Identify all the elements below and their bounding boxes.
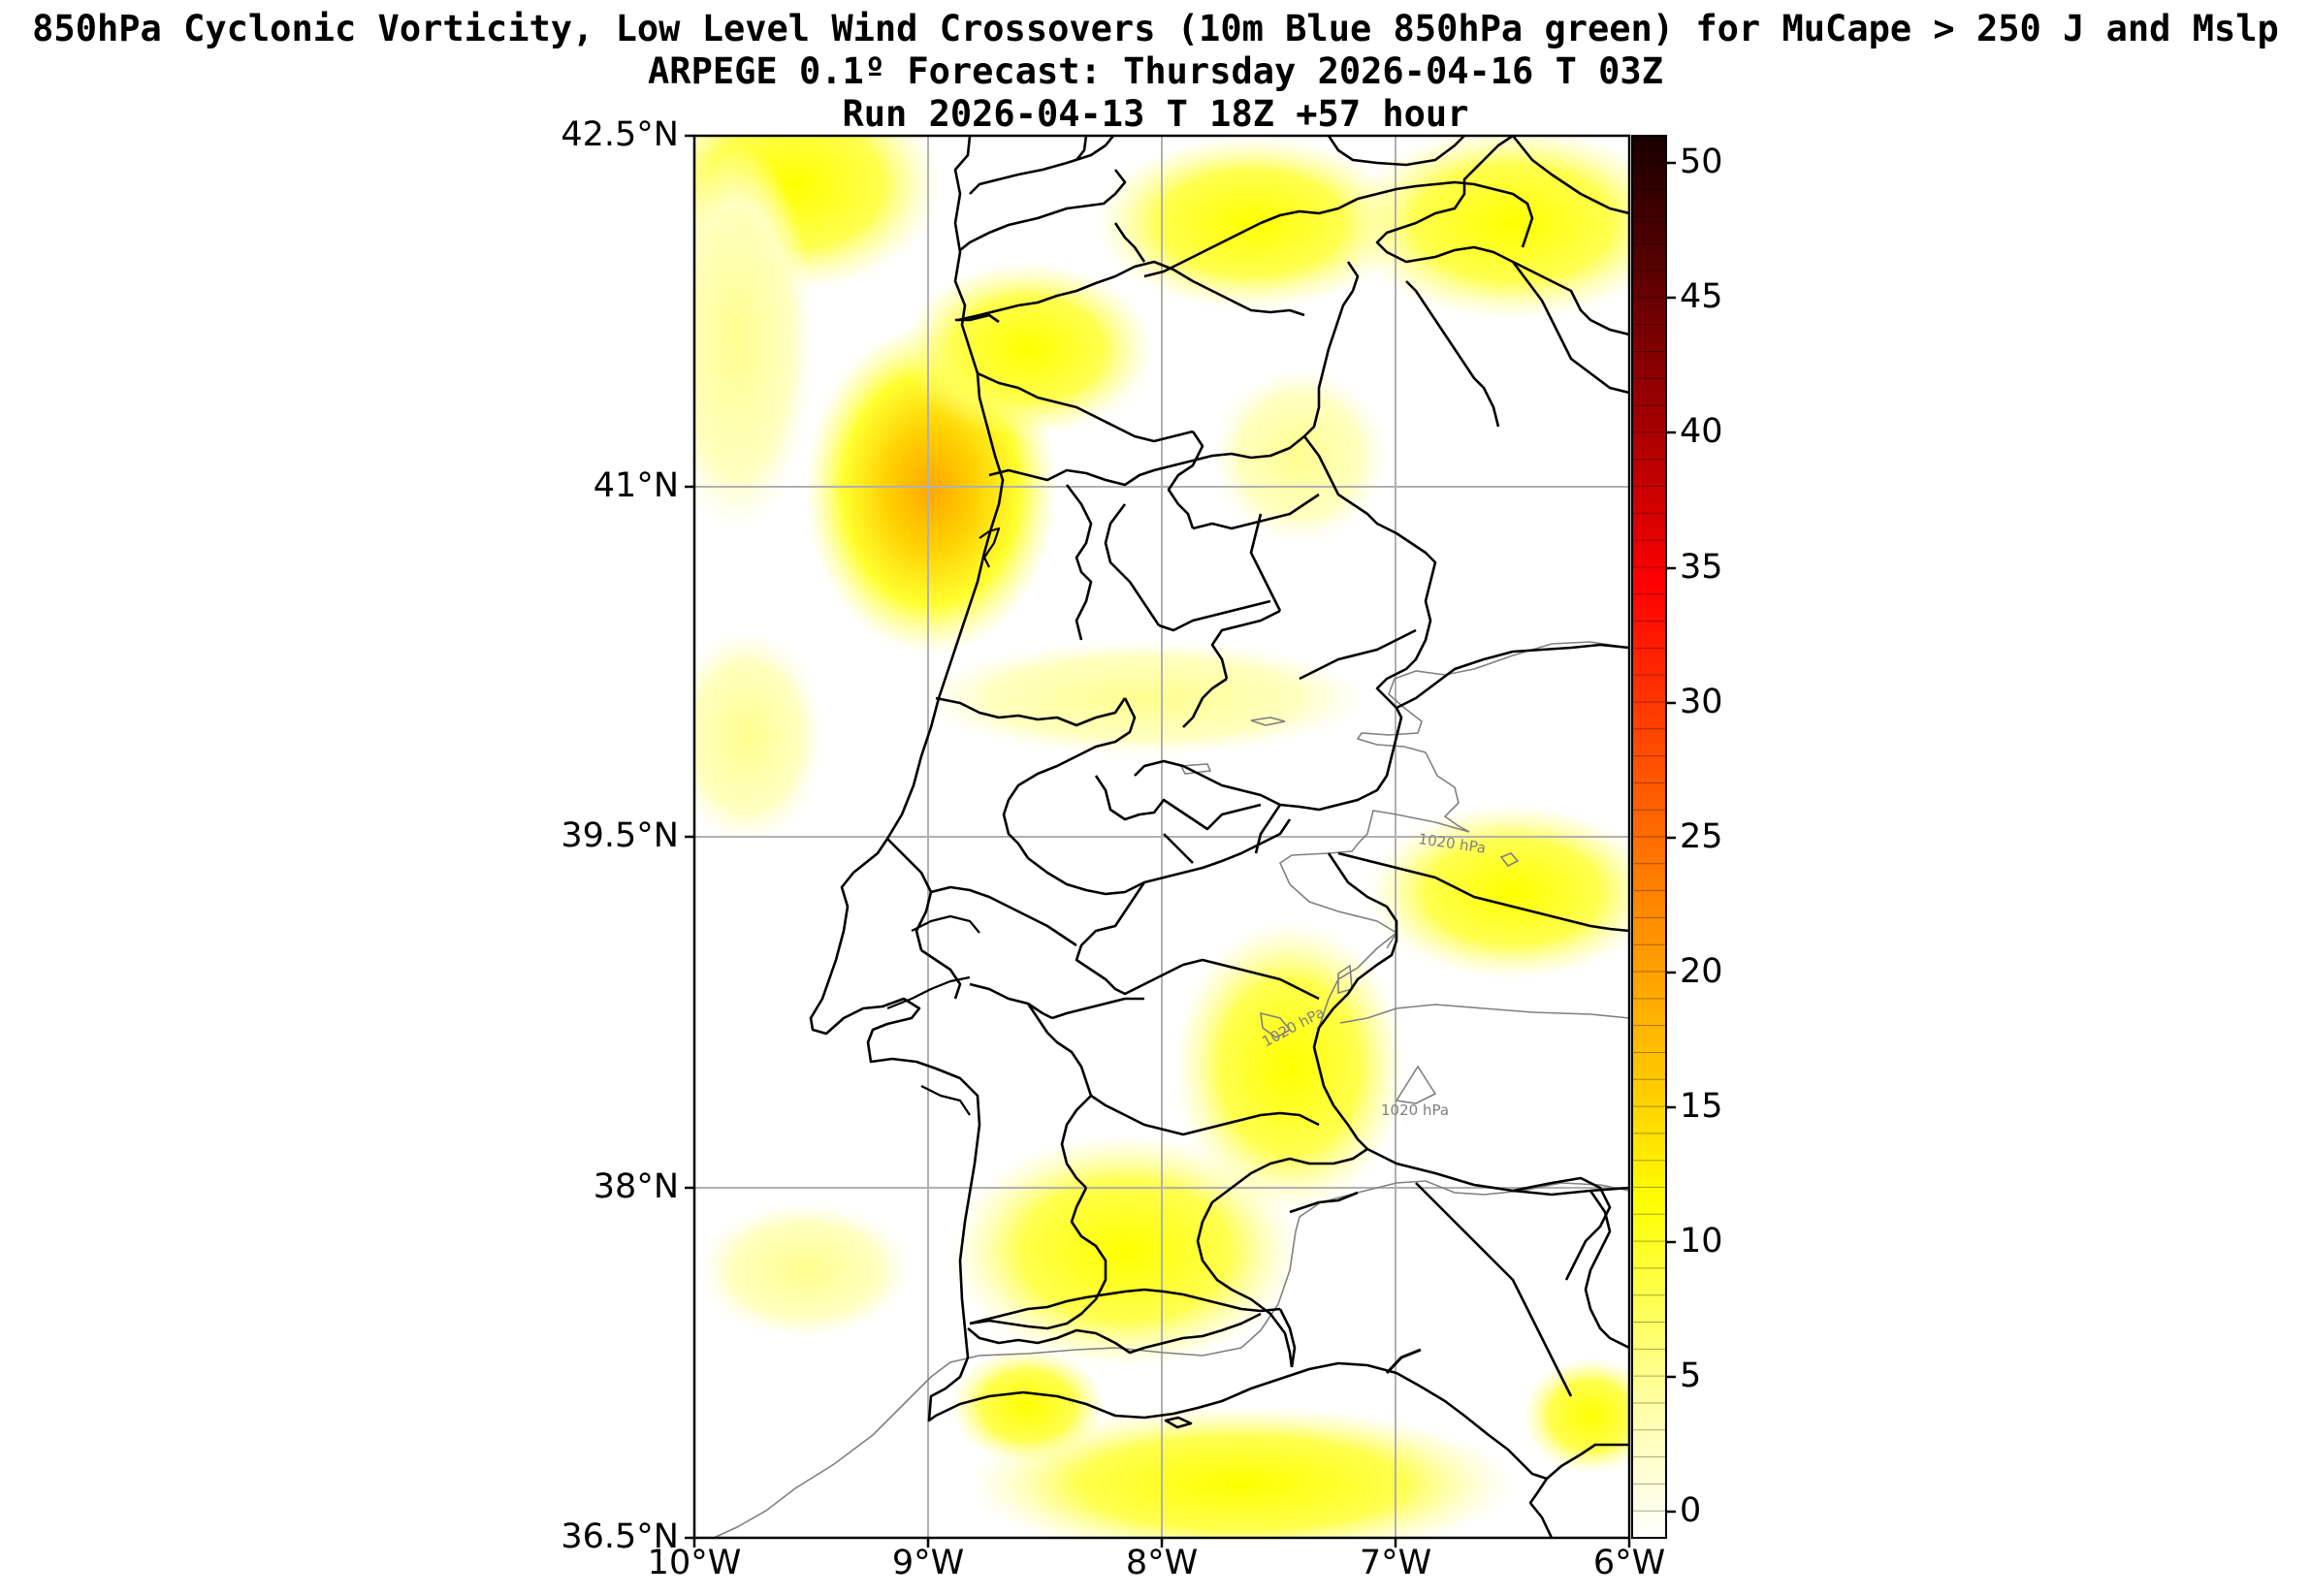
field-patch-east xyxy=(1367,805,1629,979)
field-patch-algarve-w xyxy=(950,1348,1106,1464)
field-patch-west xyxy=(694,145,815,533)
field-patch-center xyxy=(921,640,1367,756)
field-patch-ne xyxy=(1348,136,1629,320)
map-title-line-3: Run 2026-04-13 T 18Z +57 hour xyxy=(842,93,1469,135)
lat-label-41: 41°N xyxy=(593,466,679,505)
isobar-label-3: 1020 hPa xyxy=(1381,1101,1449,1119)
map-title-line-1: 850hPa Cyclonic Vorticity, Low Level Win… xyxy=(32,8,2279,49)
colorbar-tick-40: 40 xyxy=(1680,412,1723,451)
colorbar-tick-15: 15 xyxy=(1680,1087,1723,1126)
axis-ticks xyxy=(685,134,1631,1548)
lat-label-39-5: 39.5°N xyxy=(561,816,679,855)
field-patch-algarve-sea xyxy=(970,1406,1513,1538)
gridlines xyxy=(694,136,1629,1538)
colorbar xyxy=(1631,135,1676,1539)
colorbar-ticks xyxy=(1666,161,1676,1514)
lon-label-9w: 9°W xyxy=(891,1544,965,1582)
coastlines-borders xyxy=(809,136,1629,1538)
field-patch-minho xyxy=(902,262,1154,436)
lon-label-6w: 6°W xyxy=(1592,1544,1666,1582)
field-patch-center-n xyxy=(1212,368,1387,543)
colorbar-fill xyxy=(1632,136,1666,1538)
lat-label-36-5: 36.5°N xyxy=(561,1517,679,1556)
colorbar-tick-25: 25 xyxy=(1680,817,1723,856)
colorbar-tick-30: 30 xyxy=(1680,683,1723,721)
colorbar-tick-50: 50 xyxy=(1680,143,1723,181)
colorbar-tick-20: 20 xyxy=(1680,952,1723,991)
colorbar-tick-10: 10 xyxy=(1680,1222,1723,1261)
lat-label-42-5: 42.5°N xyxy=(561,115,679,154)
map-title-line-2: ARPEGE 0.1º Forecast: Thursday 2026-04-1… xyxy=(648,50,1663,92)
lon-label-8w: 8°W xyxy=(1125,1544,1199,1582)
lon-label-10w: 10°W xyxy=(647,1544,742,1582)
colorbar-tick-45: 45 xyxy=(1680,277,1723,316)
colorbar-tick-35: 35 xyxy=(1680,548,1723,587)
isobars xyxy=(713,641,1629,1538)
colorbar-tick-5: 5 xyxy=(1680,1357,1702,1395)
field-patch-south xyxy=(950,1134,1300,1367)
field-patch-sw-sea xyxy=(698,1202,912,1338)
field-patch-coast xyxy=(694,630,824,844)
lon-label-7w: 7°W xyxy=(1359,1544,1432,1582)
colorbar-level-lines xyxy=(1632,162,1666,1512)
lat-label-38: 38°N xyxy=(593,1167,679,1206)
colorbar-tick-0: 0 xyxy=(1680,1491,1702,1530)
